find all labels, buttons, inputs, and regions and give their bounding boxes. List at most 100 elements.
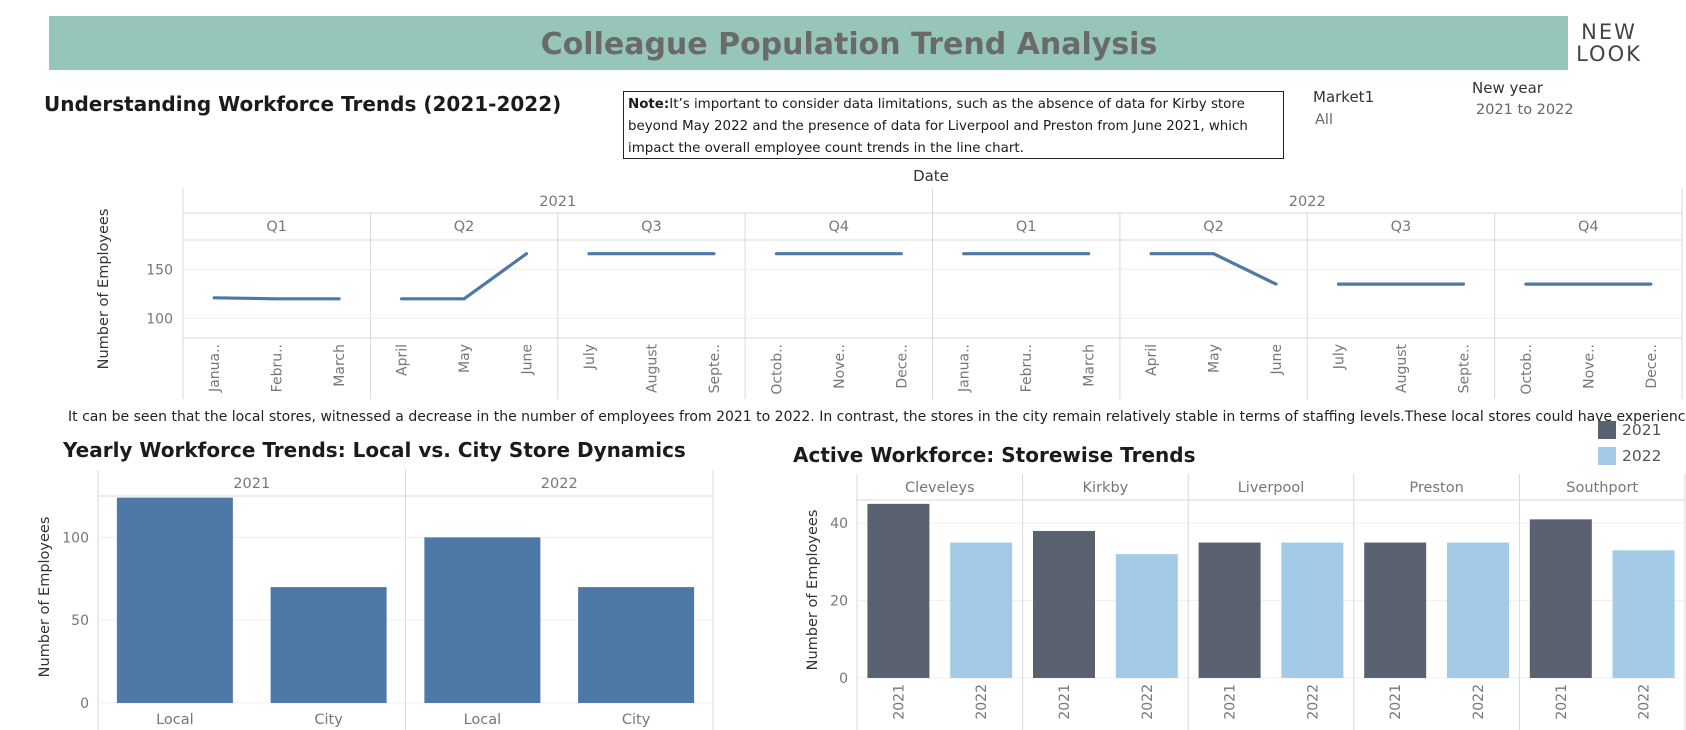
legend-swatch-2021 bbox=[1598, 421, 1616, 439]
legend-label-2021: 2021 bbox=[1622, 421, 1662, 439]
legend-item-2021: 2021 bbox=[1598, 421, 1661, 439]
bar bbox=[270, 587, 387, 703]
store-header: Preston bbox=[1409, 480, 1463, 496]
year-axis-label: 2022 bbox=[1305, 684, 1321, 720]
y-tick-label: 150 bbox=[146, 262, 173, 278]
legend-item-2022: 2022 bbox=[1598, 447, 1661, 465]
year-axis-label: 2022 bbox=[1637, 684, 1653, 720]
year-axis-label: 2021 bbox=[1057, 684, 1073, 720]
month-label: Febru.. bbox=[1019, 344, 1035, 392]
store-header: Liverpool bbox=[1238, 480, 1305, 496]
y-axis-title: Number of Employees bbox=[96, 209, 112, 370]
category-label: City bbox=[314, 712, 343, 728]
storewise-bar-chart: 0 20 40 Number of Employees Cleveleys 2021 202… bbox=[805, 474, 1686, 730]
header-banner bbox=[49, 16, 1649, 70]
quarter-header: Q2 bbox=[1203, 219, 1224, 235]
brand-logo: NEW LOOK bbox=[1568, 16, 1650, 70]
data-limitations-note: Note:It’s important to consider data lim… bbox=[623, 91, 1284, 159]
month-label: Febru.. bbox=[270, 344, 286, 392]
month-label: Septe.. bbox=[707, 344, 723, 393]
panel-header: 2021 bbox=[233, 476, 270, 492]
year-axis-label: 2022 bbox=[1140, 684, 1156, 720]
legend-swatch-2022 bbox=[1598, 447, 1616, 465]
year-axis-label: 2021 bbox=[891, 684, 907, 720]
bar bbox=[578, 587, 695, 703]
month-label: April bbox=[395, 344, 411, 376]
store-header: Kirkby bbox=[1083, 480, 1129, 496]
month-label: Octob.. bbox=[1519, 344, 1535, 395]
month-label: Septe.. bbox=[1456, 344, 1472, 393]
month-label: Nove.. bbox=[832, 344, 848, 389]
category-label: Local bbox=[156, 712, 194, 728]
trend-line-segment bbox=[212, 296, 341, 301]
year-axis-label: 2021 bbox=[1388, 684, 1404, 720]
bar bbox=[950, 542, 1013, 678]
trend-line-segment bbox=[1149, 252, 1278, 286]
employee-trend-line-chart: Date 2021 2022 Q1 Q2 Q3 Q4 Q1 Q2 Q3 Q4 100 150 Number… bbox=[96, 167, 1683, 399]
y-tick-label: 0 bbox=[839, 671, 848, 687]
bar bbox=[424, 537, 541, 703]
y-tick-label: 50 bbox=[71, 613, 89, 629]
month-label: May bbox=[457, 344, 473, 373]
panel-header: 2022 bbox=[541, 476, 578, 492]
year-axis-label: 2022 bbox=[974, 684, 990, 720]
y-tick-label: 100 bbox=[62, 530, 89, 546]
year-axis-label: 2022 bbox=[1471, 684, 1487, 720]
quarter-header: Q3 bbox=[1391, 219, 1412, 235]
store-header: Southport bbox=[1566, 480, 1638, 496]
category-label: Local bbox=[464, 712, 502, 728]
insight-text: It can be seen that the local stores, wi… bbox=[68, 409, 1686, 425]
note-text: It’s important to consider data limitati… bbox=[628, 97, 1248, 156]
y-tick-label: 40 bbox=[830, 516, 848, 532]
y-tick-label: 20 bbox=[830, 594, 848, 610]
market-filter-value[interactable]: All bbox=[1315, 112, 1333, 128]
bar bbox=[116, 497, 233, 703]
month-label: August bbox=[644, 343, 660, 393]
month-label: June bbox=[1269, 344, 1285, 376]
month-label: June bbox=[520, 344, 536, 376]
bar bbox=[1115, 554, 1178, 678]
store-header: Cleveleys bbox=[905, 480, 975, 496]
page-title: Understanding Workforce Trends (2021-202… bbox=[44, 92, 562, 116]
year-filter-value[interactable]: 2021 to 2022 bbox=[1476, 102, 1574, 118]
quarter-header: Q1 bbox=[266, 219, 287, 235]
y-tick-label: 0 bbox=[80, 696, 89, 712]
year-filter-label: New year bbox=[1472, 79, 1543, 97]
month-label: Dece.. bbox=[1644, 344, 1660, 389]
month-label: July bbox=[1331, 344, 1347, 370]
local-city-chart-title: Yearly Workforce Trends: Local vs. City … bbox=[63, 438, 686, 462]
month-label: Dece.. bbox=[894, 344, 910, 389]
quarter-header: Q2 bbox=[454, 219, 475, 235]
logo-line-2: LOOK bbox=[1576, 42, 1642, 66]
bar bbox=[1447, 542, 1509, 678]
bar bbox=[1198, 542, 1261, 678]
year-axis-label: 2021 bbox=[1554, 684, 1570, 720]
year-axis-label: 2021 bbox=[1223, 684, 1239, 720]
local-city-bar-chart: 0 50 100 Number of Employees 2021 Local City 20… bbox=[37, 470, 714, 730]
month-label: July bbox=[582, 344, 598, 370]
bar bbox=[1612, 550, 1675, 678]
month-label: Janua.. bbox=[957, 344, 973, 393]
month-label: August bbox=[1394, 343, 1410, 393]
logo-line-1: NEW bbox=[1581, 20, 1637, 44]
quarter-header: Q1 bbox=[1016, 219, 1037, 235]
month-label: March bbox=[1082, 344, 1098, 387]
bar bbox=[867, 503, 930, 678]
month-label: Nove.. bbox=[1581, 344, 1597, 389]
year-header: 2021 bbox=[539, 194, 576, 210]
year-filter[interactable]: New year 2021 to 2022 bbox=[1472, 79, 1574, 118]
bar bbox=[1033, 530, 1095, 678]
storewise-chart-title: Active Workforce: Storewise Trends bbox=[793, 443, 1196, 467]
bar bbox=[1364, 542, 1427, 678]
trend-line-segment bbox=[400, 252, 529, 301]
month-label: April bbox=[1144, 344, 1160, 376]
market-filter[interactable]: Market1 All bbox=[1313, 88, 1374, 128]
category-label: City bbox=[622, 712, 651, 728]
month-label: Janua.. bbox=[207, 344, 223, 393]
dashboard-title: Colleague Population Trend Analysis bbox=[540, 27, 1158, 62]
quarter-header: Q4 bbox=[828, 219, 849, 235]
y-axis-title: Number of Employees bbox=[805, 510, 821, 671]
x-axis-title: Date bbox=[913, 167, 949, 185]
bar bbox=[1529, 519, 1592, 678]
year-header: 2022 bbox=[1289, 194, 1326, 210]
